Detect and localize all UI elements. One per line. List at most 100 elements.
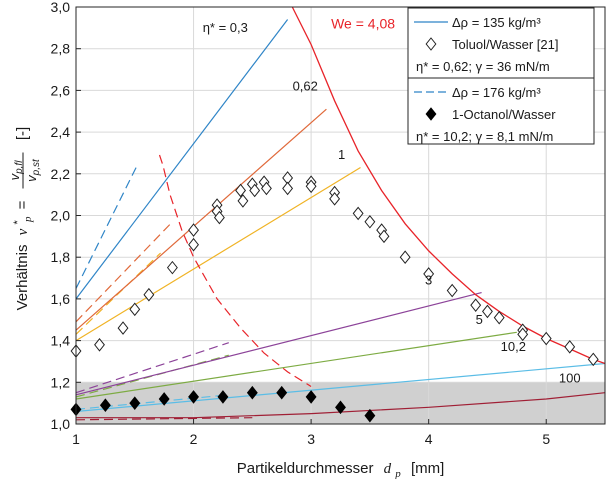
toluol-data-point [517, 327, 529, 342]
dashed-series-line [75, 221, 173, 323]
toluol-data-point [94, 337, 105, 352]
y-axis-subscript: p [22, 216, 34, 223]
octanol-data-point [217, 390, 229, 404]
y-axis-label: Verhältnis v * p = vp,fl vp,st [-] [7, 127, 42, 311]
toluol-data-point [235, 183, 247, 198]
toluol-data-point [470, 298, 482, 312]
toluol-data-point [188, 237, 199, 252]
y-axis-fraction-numerator: vp,fl [7, 160, 25, 181]
legend-label: Δρ = 135 kg/m³ [452, 15, 541, 30]
octanol-data-point [99, 398, 111, 413]
toluol-data-point [446, 283, 458, 298]
curve-annotation: 3 [425, 272, 432, 287]
legend-frame [407, 7, 595, 145]
y-tick-label: 1,4 [51, 333, 71, 349]
x-tick-label: 3 [307, 431, 315, 447]
toluol-data-point [260, 181, 272, 196]
y-tick-label: 2,8 [51, 41, 71, 57]
toluol-data-point [378, 229, 390, 244]
dashed-series-line [75, 417, 253, 421]
toluol-data-point [237, 194, 249, 208]
octanol-data-point [305, 390, 317, 404]
x-axis-subscript: p [394, 468, 401, 479]
y-tick-label: 2,2 [51, 166, 71, 182]
toluol-data-point [166, 260, 178, 275]
x-axis-symbol: d [384, 461, 392, 477]
toluol-data-point [399, 250, 411, 265]
y-axis-superscript: * [12, 220, 24, 225]
toluol-data-point [493, 310, 505, 325]
curve-annotation: 10,2 [501, 339, 526, 354]
x-tick-label: 2 [190, 431, 198, 447]
solid-series-line [75, 108, 327, 331]
y-axis-label-main: Verhältnis v * p = [8, 200, 35, 310]
y-tick-label: 3,0 [51, 0, 71, 15]
octanol-data-point [364, 408, 376, 423]
we-curve [291, 6, 606, 365]
x-axis-unit: [mm] [411, 460, 444, 477]
y-tick-label: 2,4 [51, 124, 71, 140]
solid-series-line [75, 331, 517, 400]
y-tick-label: 2,6 [51, 82, 71, 98]
toluol-data-point [587, 352, 599, 367]
y-axis-equals: = [14, 200, 31, 209]
x-axis-label: Partikeldurchmesser d p [mm] [237, 460, 445, 479]
toluol-data-point [564, 340, 576, 354]
curve-annotation: 1 [338, 147, 345, 162]
legend-open-diamond-icon [425, 37, 437, 51]
toluol-data-point [282, 181, 294, 196]
x-tick-label: 1 [72, 431, 80, 447]
y-tick-label: 1,0 [51, 416, 71, 432]
toluol-data-point [423, 267, 435, 281]
legend: Δρ = 135 kg/m³ Toluol/Wasser [21] η* = 0,6… [407, 7, 595, 145]
legend-label: Δρ = 176 kg/m³ [452, 85, 541, 100]
toluol-data-point [482, 304, 493, 319]
octanol-data-point [246, 385, 258, 400]
solid-series-line [75, 292, 482, 396]
octanol-data-point [335, 400, 346, 415]
toluol-data-point [143, 287, 155, 302]
y-axis-unit: [-] [14, 127, 31, 140]
toluol-data-point [188, 223, 199, 237]
tick-labels: 1,0 1,2 1,4 1,6 1,8 2,0 2,2 2,4 2,6 2,8 3,0 1 2 3 4 5 [51, 0, 551, 447]
legend-filled-diamond-icon [425, 107, 437, 121]
octanol-data-point [158, 392, 170, 406]
y-tick-label: 1,2 [51, 374, 71, 390]
dashed-series-line [75, 165, 138, 289]
toluol-data-point [352, 206, 364, 221]
we-curve-label: We = 4,08 [331, 16, 395, 32]
toluol-data-point [364, 214, 376, 229]
legend-items: Δρ = 135 kg/m³ Toluol/Wasser [21] η* = 0,6… [414, 15, 558, 144]
y-axis-fraction-denominator: vp,st [24, 158, 42, 182]
y-axis-symbol: v [15, 228, 31, 235]
we-dashed-curve [158, 154, 312, 388]
toluol-data-point [329, 192, 341, 206]
toluol-data-point [117, 321, 129, 335]
curve-annotation: η* = 0,3 [203, 20, 248, 35]
marker-layer [70, 171, 599, 423]
toluol-data-point [249, 183, 261, 198]
curve-annotation: 5 [476, 312, 483, 327]
x-tick-label: 5 [542, 431, 550, 447]
toluol-data-point [129, 302, 141, 317]
octanol-data-point [129, 396, 141, 410]
y-axis-label-text: Verhältnis [14, 245, 31, 311]
toluol-data-point [213, 210, 225, 225]
curve-annotation: 100 [559, 370, 581, 385]
legend-label: 1-Octanol/Wasser [452, 107, 556, 122]
legend-label: η* = 0,62; γ = 36 mN/m [416, 59, 550, 74]
solid-series-line [75, 166, 361, 342]
dashed-series-line [75, 394, 229, 410]
x-axis-label-text: Partikeldurchmesser [237, 460, 374, 477]
annotation-layer: η* = 0,3 0,62 1 3 5 10,2 100 [203, 20, 581, 385]
legend-label: η* = 10,2; γ = 8,1 mN/m [416, 129, 553, 144]
x-tick-label: 4 [425, 431, 433, 447]
octanol-data-point [276, 385, 288, 400]
toluol-data-point [305, 179, 317, 194]
octanol-data-point [188, 390, 199, 404]
y-tick-label: 2,0 [51, 208, 71, 224]
dashed-series-line [75, 342, 229, 394]
legend-label: Toluol/Wasser [21] [452, 37, 558, 52]
y-tick-label: 1,8 [51, 249, 71, 265]
